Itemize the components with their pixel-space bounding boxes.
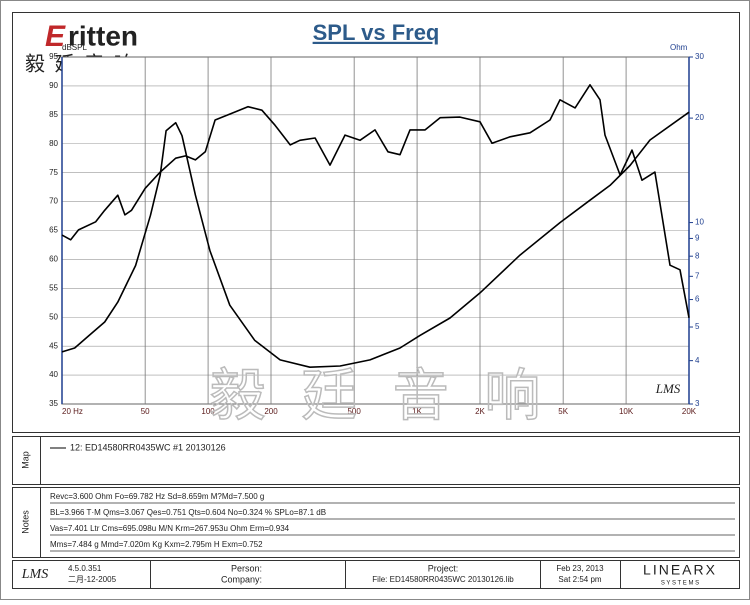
footer (12, 560, 740, 589)
file: File: ED14580RR0435WC 20130126.lib (372, 575, 514, 584)
y-tick-label: 40 (49, 370, 58, 379)
series-line (61, 111, 690, 368)
note-line: BL=3.966 T·M Qms=3.067 Qes=0.751 Qts=0.6… (50, 508, 326, 517)
y2-tick-label: 9 (695, 234, 700, 243)
y-tick-label: 45 (49, 341, 58, 350)
note-rules (50, 502, 735, 552)
x-tick-label: 20K (682, 407, 697, 416)
y-tick-label: 50 (49, 312, 58, 321)
signature: LMS (655, 381, 681, 396)
y2-tick-label: 8 (695, 251, 700, 260)
y2-tick-label: 10 (695, 218, 704, 227)
y2-tick-label: 3 (695, 399, 700, 408)
version: 4.5.0.351 (68, 564, 102, 573)
y2-tick-label: 7 (695, 271, 700, 280)
notes-panel (12, 487, 740, 558)
x-tick-label: 10K (619, 407, 634, 416)
note-line: Revc=3.600 Ohm Fo=69.782 Hz Sd=8.659m M?… (50, 492, 264, 501)
x-tick-label: 20 Hz (62, 407, 83, 416)
map-panel (12, 436, 740, 485)
y2-tick-label: 30 (695, 52, 704, 61)
y-tick-label: 55 (49, 283, 58, 292)
version-date: 二月-12-2005 (68, 575, 117, 584)
footer-brand: LINEARX (643, 562, 717, 578)
note-line: Mms=7.484 g Mmd=7.020m Kg Kxm=2.795m H E… (50, 540, 263, 549)
logo-brand: ritten (68, 20, 138, 51)
y2-tick-label: 4 (695, 356, 700, 365)
watermark: 毅 廷 音 响 (210, 364, 551, 427)
date: Feb 23, 2013 (556, 564, 604, 573)
y-tick-label: 35 (49, 399, 58, 408)
company: Company: (221, 574, 262, 584)
y2-tick-label: 6 (695, 295, 700, 304)
x-tick-label: 100 (201, 407, 215, 416)
x-tick-label: 50 (141, 407, 150, 416)
footer-logo: LMS (21, 567, 48, 582)
y-tick-label: 65 (49, 226, 58, 235)
footer-dividers (150, 560, 621, 589)
y-tick-label: 60 (49, 255, 58, 264)
plot-area: 3540455055606570758085909534567891020302… (49, 52, 704, 416)
notes-label: Notes (20, 510, 30, 534)
y-tick-label: 70 (49, 197, 58, 206)
chart-title: SPL vs Freq (313, 20, 440, 45)
footer-brand-sub: S Y S T E M S (661, 581, 699, 587)
person: Person: (231, 563, 262, 573)
y2-tick-label: 5 (695, 322, 700, 331)
note-line: Vas=7.401 Ltr Cms=695.098u M/N Krm=267.9… (50, 524, 290, 533)
logo-initial: E (45, 20, 66, 53)
y-tick-label: 85 (49, 110, 58, 119)
x-tick-label: 2K (475, 407, 485, 416)
series-line (61, 84, 690, 318)
time: Sat 2:54 pm (558, 575, 601, 584)
map-label: Map (20, 451, 30, 469)
x-tick-label: 5K (558, 407, 568, 416)
x-tick-label: 500 (347, 407, 361, 416)
y-tick-label: 80 (49, 139, 58, 148)
y2-axis-label: Ohm (670, 43, 688, 52)
x-tick-label: 200 (264, 407, 278, 416)
y-tick-label: 95 (49, 52, 58, 61)
chart-frame (12, 12, 740, 433)
y-tick-label: 75 (49, 168, 58, 177)
project: Project: (428, 563, 459, 573)
legend-entry: 12: ED14580RR0435WC #1 20130126 (70, 442, 226, 452)
y-tick-label: 90 (49, 81, 58, 90)
y-axis-label: dBSPL (62, 43, 87, 52)
x-tick-label: 1K (412, 407, 422, 416)
y2-tick-label: 20 (695, 113, 704, 122)
